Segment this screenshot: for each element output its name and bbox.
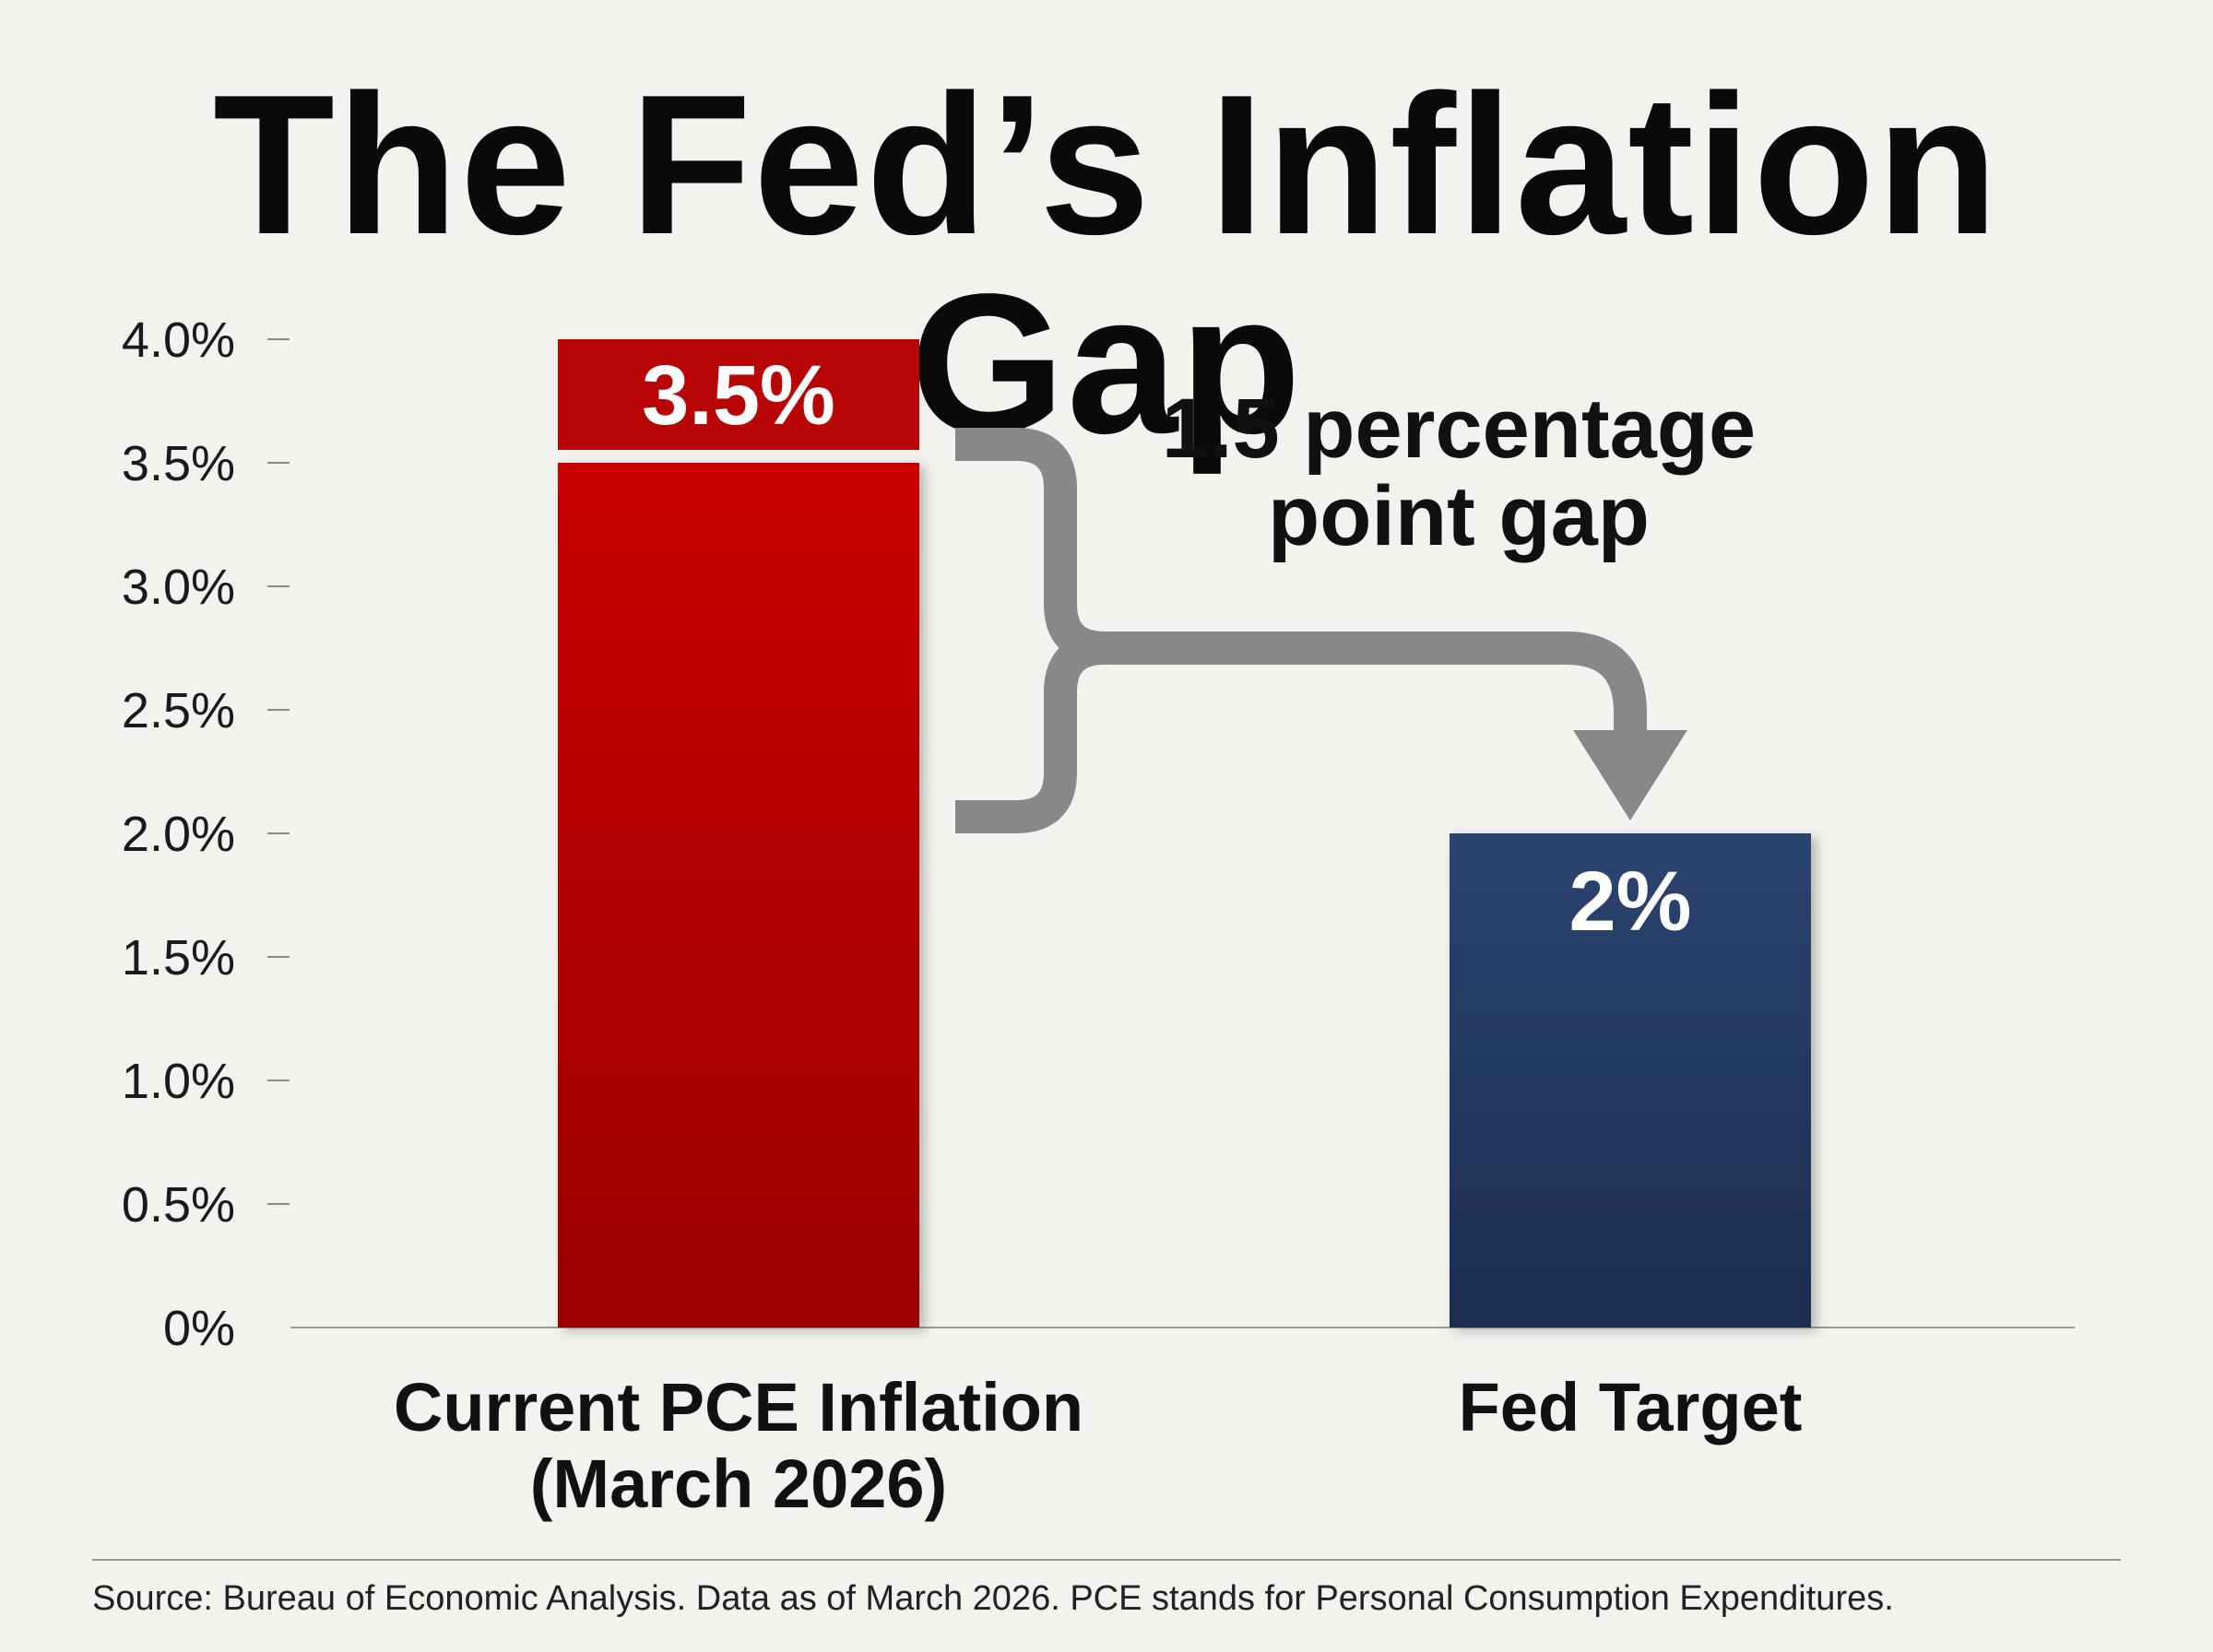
y-tick-label: 3.0% (122, 560, 235, 615)
gap-arrow-head (1573, 730, 1687, 820)
y-axis: 0% 0.5% 1.0% 1.5% 2.0% 2.5% 3.0% 3.5% 4.0% (122, 313, 2075, 1356)
bar-value-label: 3.5% (642, 348, 835, 442)
bar-current-pce (558, 463, 919, 1328)
y-tick-label: 0.5% (122, 1177, 235, 1233)
y-tick-label: 1.5% (122, 930, 235, 985)
value-label-box (558, 339, 919, 450)
bar-value-label: 2% (1569, 855, 1692, 949)
category-labels: Current PCE Inflation(March 2026) Fed Tar… (394, 1369, 1803, 1522)
category-label: (March 2026) (530, 1446, 947, 1522)
y-tick-label: 4.0% (122, 313, 235, 368)
category-label: Fed Target (1459, 1369, 1803, 1446)
source-note: Source: Bureau of Economic Analysis. Dat… (92, 1579, 1894, 1618)
y-tick-label: 3.5% (122, 436, 235, 491)
y-tick-label: 2.0% (122, 807, 235, 862)
y-tick-label: 1.0% (122, 1054, 235, 1109)
bars: 3.5% 2% (558, 339, 1811, 1328)
gap-brace (955, 428, 1106, 833)
y-tick-label: 0% (163, 1301, 235, 1356)
gap-label: 1.5 percentage (1162, 382, 1756, 476)
gap-arrow-shaft (1105, 631, 1647, 730)
category-label: Current PCE Inflation (394, 1369, 1083, 1446)
gap-label: point gap (1268, 469, 1650, 563)
source-divider (92, 1559, 2121, 1561)
chart-title: The Fed’s Inflation Gap (212, 53, 2001, 475)
bar-fed-target (1450, 833, 1811, 1328)
y-tick-label: 2.5% (122, 683, 235, 738)
